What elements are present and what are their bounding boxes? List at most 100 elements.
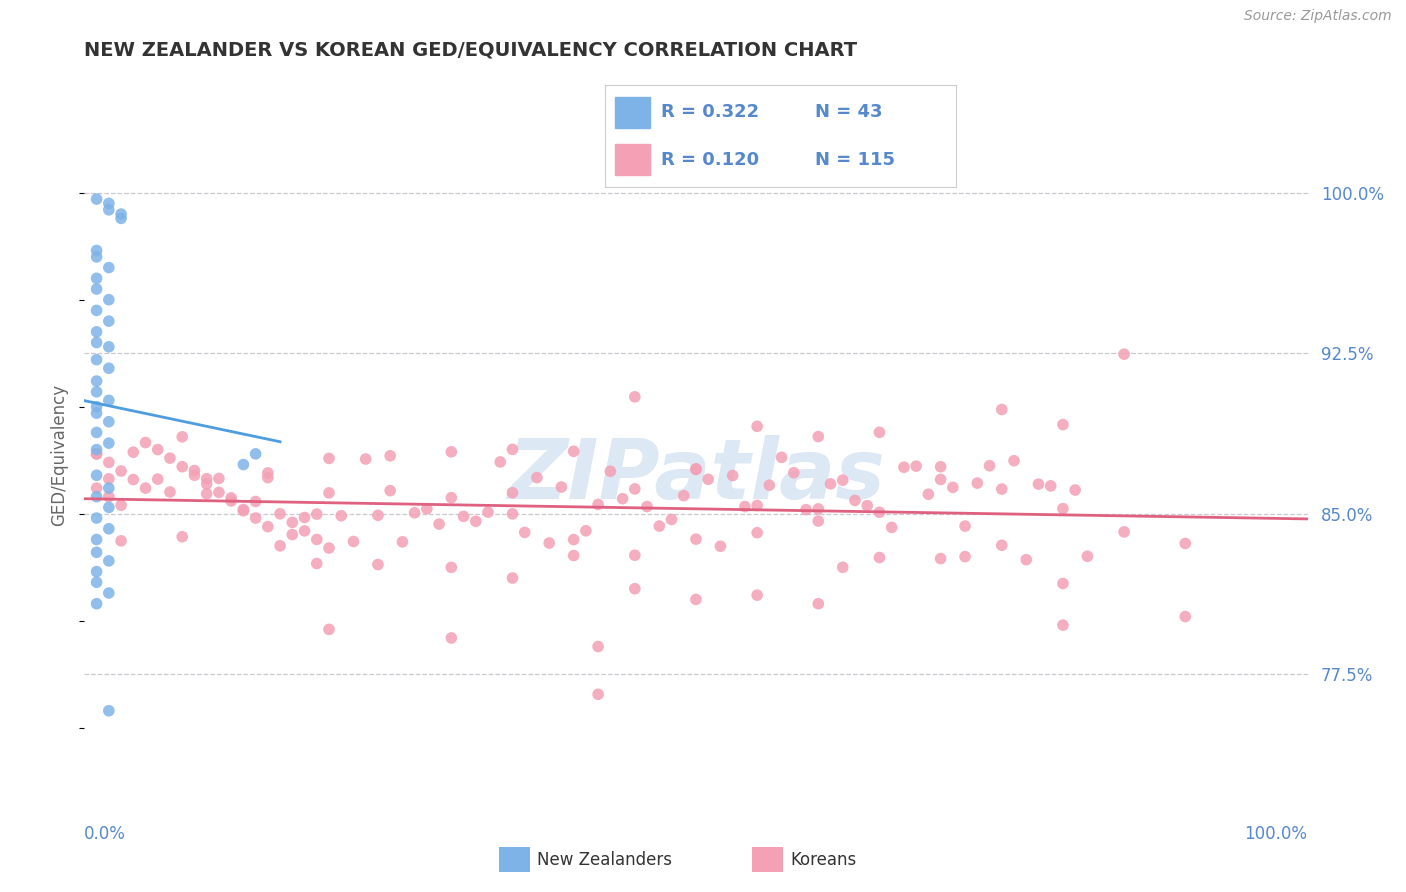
Point <box>502 485 524 500</box>
Point <box>404 506 426 520</box>
Point <box>1064 483 1087 497</box>
Point <box>538 536 561 550</box>
Point <box>86 406 108 420</box>
Point <box>464 514 486 528</box>
Point <box>636 500 658 514</box>
Point <box>440 560 463 574</box>
Point <box>1002 454 1025 468</box>
Point <box>575 524 598 538</box>
Point <box>97 522 120 536</box>
Point <box>86 511 108 525</box>
Bar <box>616 97 650 128</box>
Point <box>245 447 267 461</box>
Point <box>172 430 194 444</box>
Point <box>770 450 793 465</box>
Point <box>294 524 316 538</box>
Point <box>97 586 120 600</box>
Point <box>747 419 769 434</box>
Point <box>391 534 413 549</box>
Point <box>685 462 707 476</box>
Point <box>97 260 120 275</box>
Point <box>86 425 108 440</box>
Point <box>159 485 181 500</box>
Point <box>1028 477 1050 491</box>
Point <box>624 582 647 596</box>
Point <box>86 545 108 559</box>
Point <box>513 525 536 540</box>
Point <box>245 511 267 525</box>
Point <box>110 464 132 478</box>
Point <box>146 442 169 457</box>
Text: 100.0%: 100.0% <box>1244 825 1308 843</box>
Point <box>97 314 120 328</box>
Point <box>380 449 402 463</box>
Point <box>86 447 108 461</box>
Point <box>991 402 1014 417</box>
Point <box>159 451 181 466</box>
Point <box>245 494 267 508</box>
Y-axis label: GED/Equivalency: GED/Equivalency <box>51 384 69 526</box>
Point <box>672 489 695 503</box>
Point <box>97 554 120 568</box>
Point <box>232 458 254 472</box>
Point <box>562 533 585 547</box>
Point <box>172 530 194 544</box>
Point <box>526 471 548 485</box>
Point <box>831 560 853 574</box>
Point <box>86 490 108 504</box>
Point <box>86 481 108 495</box>
Point <box>97 415 120 429</box>
Point <box>905 459 928 474</box>
Point <box>1114 347 1136 361</box>
Point <box>477 505 499 519</box>
Point <box>183 463 205 477</box>
Point <box>783 466 806 480</box>
Text: R = 0.322: R = 0.322 <box>661 103 759 121</box>
Point <box>97 500 120 515</box>
Point <box>257 466 280 480</box>
Point <box>86 442 108 457</box>
Point <box>86 271 108 285</box>
Point <box>1052 618 1074 632</box>
Point <box>966 476 988 491</box>
Point <box>318 486 340 500</box>
Point <box>869 505 891 519</box>
Point <box>942 480 965 494</box>
Point <box>929 459 952 474</box>
Point <box>97 293 120 307</box>
Point <box>685 532 707 546</box>
Point <box>183 468 205 483</box>
Point <box>991 538 1014 552</box>
Point <box>502 442 524 457</box>
Point <box>1174 536 1197 550</box>
Point <box>305 533 328 547</box>
Point <box>856 499 879 513</box>
Point <box>440 491 463 505</box>
Point <box>97 196 120 211</box>
Point <box>709 539 731 553</box>
Point <box>502 571 524 585</box>
Point <box>86 565 108 579</box>
Point <box>86 597 108 611</box>
Point <box>734 500 756 514</box>
Text: N = 115: N = 115 <box>815 151 896 169</box>
Point <box>195 487 218 501</box>
Point <box>440 631 463 645</box>
Point <box>146 472 169 486</box>
Point <box>1174 609 1197 624</box>
Point <box>807 597 830 611</box>
Point <box>232 502 254 516</box>
Point <box>86 575 108 590</box>
Point <box>86 192 108 206</box>
Point <box>219 491 242 505</box>
Point <box>624 482 647 496</box>
Point <box>794 502 817 516</box>
Point <box>86 282 108 296</box>
Point <box>820 476 842 491</box>
Point <box>281 516 304 530</box>
Point <box>880 520 903 534</box>
Point <box>269 539 291 553</box>
Point <box>427 517 450 532</box>
Point <box>562 444 585 458</box>
Bar <box>616 145 650 175</box>
